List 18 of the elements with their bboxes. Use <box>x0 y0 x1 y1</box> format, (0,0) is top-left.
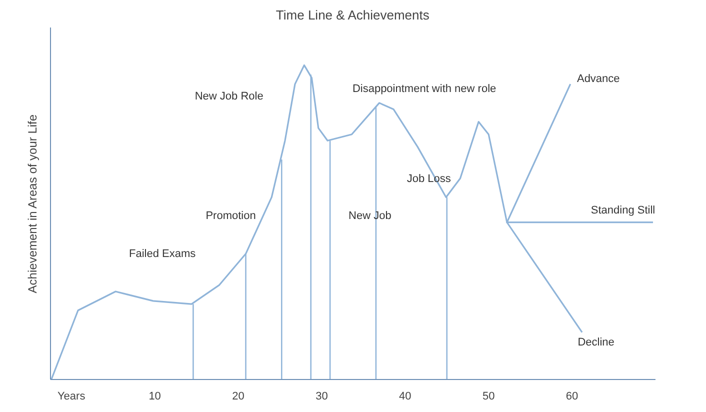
annotation: Decline <box>578 336 614 348</box>
x-tick-label: 20 <box>232 390 244 402</box>
annotation: Job Loss <box>406 173 452 186</box>
x-tick-label: 50 <box>482 390 495 402</box>
chart-title: Time Line & Achievements <box>276 8 430 22</box>
x-tick-label: 60 <box>566 390 578 402</box>
annotation: Disappointment with new role <box>352 82 496 95</box>
annotation: Standing Still <box>590 204 656 216</box>
annotation: New Job <box>348 210 392 222</box>
x-tick-label: 30 <box>316 390 328 402</box>
annotation: Promotion <box>206 210 256 222</box>
y-axis-title: Achievement in Areas of your Life <box>26 114 40 294</box>
annotation: Advance <box>576 73 620 86</box>
x-tick-label: Years <box>58 390 86 402</box>
annotation: Failed Exams <box>129 248 196 260</box>
x-tick-label: 40 <box>399 390 412 402</box>
x-tick-label: 10 <box>148 390 161 402</box>
annotation: New Job Role <box>194 90 264 103</box>
